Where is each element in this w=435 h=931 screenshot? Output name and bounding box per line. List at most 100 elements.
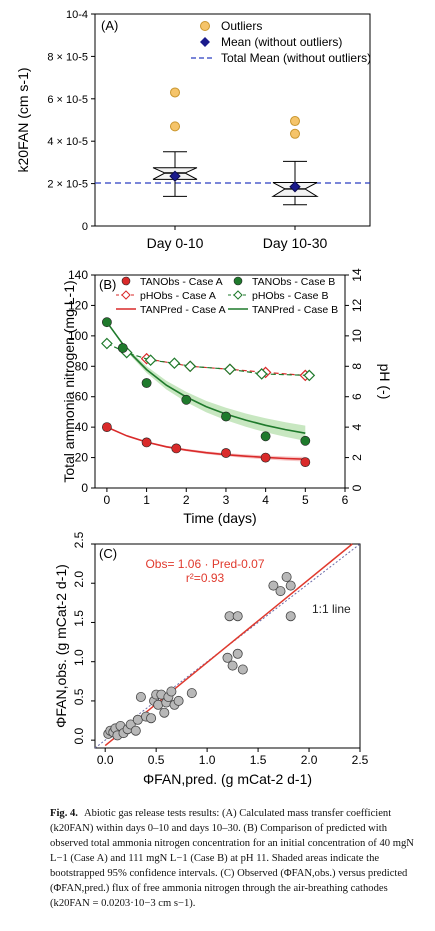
mean-marker xyxy=(289,181,301,193)
y-tick-label: 10-4 xyxy=(66,9,88,21)
x-tick-label: Day 10-30 xyxy=(263,235,328,251)
y-tick-label: 120 xyxy=(68,298,88,312)
y-tick-label: 6 × 10-5 xyxy=(47,94,88,106)
scatter-point xyxy=(186,688,197,699)
legend-mean-symbol xyxy=(200,37,210,47)
legend-outlier-symbol xyxy=(200,21,210,31)
scatter-point xyxy=(173,695,184,706)
y-tick-label: 0 xyxy=(82,221,88,233)
x-tick-label: 2 xyxy=(183,493,190,507)
tan-obs-point xyxy=(181,394,192,405)
y2-tick-label: 8 xyxy=(350,363,364,370)
panel-label: (A) xyxy=(101,18,118,33)
y-tick-label: 2 × 10-5 xyxy=(47,179,88,191)
scatter-point xyxy=(222,652,233,663)
y-axis-label: ΦFAN,obs. (g mCat-2 d-1) xyxy=(53,564,69,728)
y-tick-label: 8 × 10-5 xyxy=(47,51,88,63)
ph-point xyxy=(144,354,157,367)
y-tick-label: 0 xyxy=(81,481,88,495)
legend-symbol xyxy=(121,290,131,300)
legend-entry: TANPred - Case B xyxy=(252,304,338,316)
ph-line xyxy=(146,358,306,376)
panel-a-chart: 0 2 × 10-5 4 × 10-5 6 × 10-5 8 × 10-5 10-4 k20… xyxy=(15,9,371,251)
tan-obs-point xyxy=(300,457,311,467)
scatter-point xyxy=(146,713,157,724)
y2-axis-label: pH (-) xyxy=(377,364,393,400)
plot-frame xyxy=(94,274,346,489)
panel-label: (C) xyxy=(99,546,117,561)
tan-obs-point xyxy=(102,422,112,432)
y-tick-label: 2.0 xyxy=(72,571,86,588)
ph-point xyxy=(184,360,197,373)
x-tick-label: 2.0 xyxy=(301,753,318,767)
y2-tick-label: 12 xyxy=(350,298,364,312)
x-tick-label: 6 xyxy=(342,493,349,507)
x-tick-label: Day 0-10 xyxy=(147,235,204,251)
ph-point xyxy=(168,357,181,370)
legend-entry: Outliers xyxy=(221,19,262,33)
tan-obs-point xyxy=(221,411,231,422)
y-axis-label: k20FAN (cm s-1) xyxy=(15,67,31,172)
tan-obs-point xyxy=(300,435,311,446)
x-tick-label: 4 xyxy=(262,493,269,507)
ci-band-case-b xyxy=(106,322,306,441)
tan-obs-point xyxy=(171,443,182,454)
outlier-point xyxy=(170,87,180,98)
x-tick-label: 0.0 xyxy=(97,753,114,767)
scatter-point xyxy=(275,586,286,597)
scatter-point xyxy=(268,580,279,591)
y-tick-label: 0.0 xyxy=(72,727,86,744)
tan-obs-point xyxy=(117,343,128,353)
plot-frame xyxy=(94,543,361,749)
ph-point xyxy=(101,337,113,350)
tan-obs-point xyxy=(141,437,152,448)
scatter-point xyxy=(232,611,243,622)
scatter-point xyxy=(227,660,238,671)
ph-point xyxy=(224,363,236,376)
caption-label: Fig. 4. xyxy=(50,808,78,819)
y2-tick-label: 4 xyxy=(350,423,364,430)
scatter-point xyxy=(237,664,248,675)
y-tick-label: 1.0 xyxy=(72,649,86,666)
outlier-point xyxy=(290,128,300,139)
x-axis-label: Time (days) xyxy=(183,510,256,526)
scatter-point xyxy=(232,648,243,659)
fit-r2: r²=0.93 xyxy=(186,571,225,585)
predicted-line xyxy=(106,321,306,434)
legend-entry: Total Mean (without outliers) xyxy=(221,51,371,65)
scatter-point xyxy=(130,725,141,736)
y-tick-label: 140 xyxy=(68,268,88,282)
fit-equation: Obs= 1.06 · Pred-0.07 xyxy=(145,557,264,571)
y-tick-label: 4 × 10-5 xyxy=(47,136,88,148)
one-to-one-label: 1:1 line xyxy=(312,602,351,616)
legend-entry: TANObs - Case B xyxy=(252,276,335,288)
tan-obs-point xyxy=(141,378,152,388)
x-tick-label: 3 xyxy=(223,493,230,507)
x-tick-label: 2.5 xyxy=(352,753,369,767)
scatter-point xyxy=(166,686,177,697)
y2-tick-label: 6 xyxy=(350,393,364,400)
y-tick-label: 40 xyxy=(75,420,89,434)
x-tick-label: 1.5 xyxy=(250,753,267,767)
x-tick-label: 0 xyxy=(104,493,111,507)
legend-symbol xyxy=(233,276,243,286)
legend-symbol xyxy=(233,290,243,300)
y-tick-label: 0.5 xyxy=(72,688,86,705)
x-tick-label: 0.5 xyxy=(148,753,165,767)
caption-text: Abiotic gas release tests results: (A) C… xyxy=(50,808,414,909)
tan-obs-point xyxy=(260,431,271,442)
panel-label: (B) xyxy=(99,277,116,292)
y-tick-label: 100 xyxy=(68,329,88,343)
outlier-point xyxy=(170,121,180,132)
y2-tick-label: 10 xyxy=(350,329,364,343)
x-tick-label: 5 xyxy=(302,493,309,507)
y-tick-label: 60 xyxy=(75,390,89,404)
legend-entry: TANPred - Case A xyxy=(140,304,226,316)
scatter-point xyxy=(159,707,170,718)
figure-caption: Fig. 4. Abiotic gas release tests results… xyxy=(50,806,420,911)
panel-c-chart: 0.0 0.5 1.0 1.5 2.0 2.5 0.0 0.5 1.0 1.5 2.0 2.5 ΦFAN… xyxy=(53,531,369,787)
legend-entry: pHObs - Case A xyxy=(140,290,216,302)
tan-obs-point xyxy=(260,452,271,463)
y-tick-label: 20 xyxy=(75,451,89,465)
